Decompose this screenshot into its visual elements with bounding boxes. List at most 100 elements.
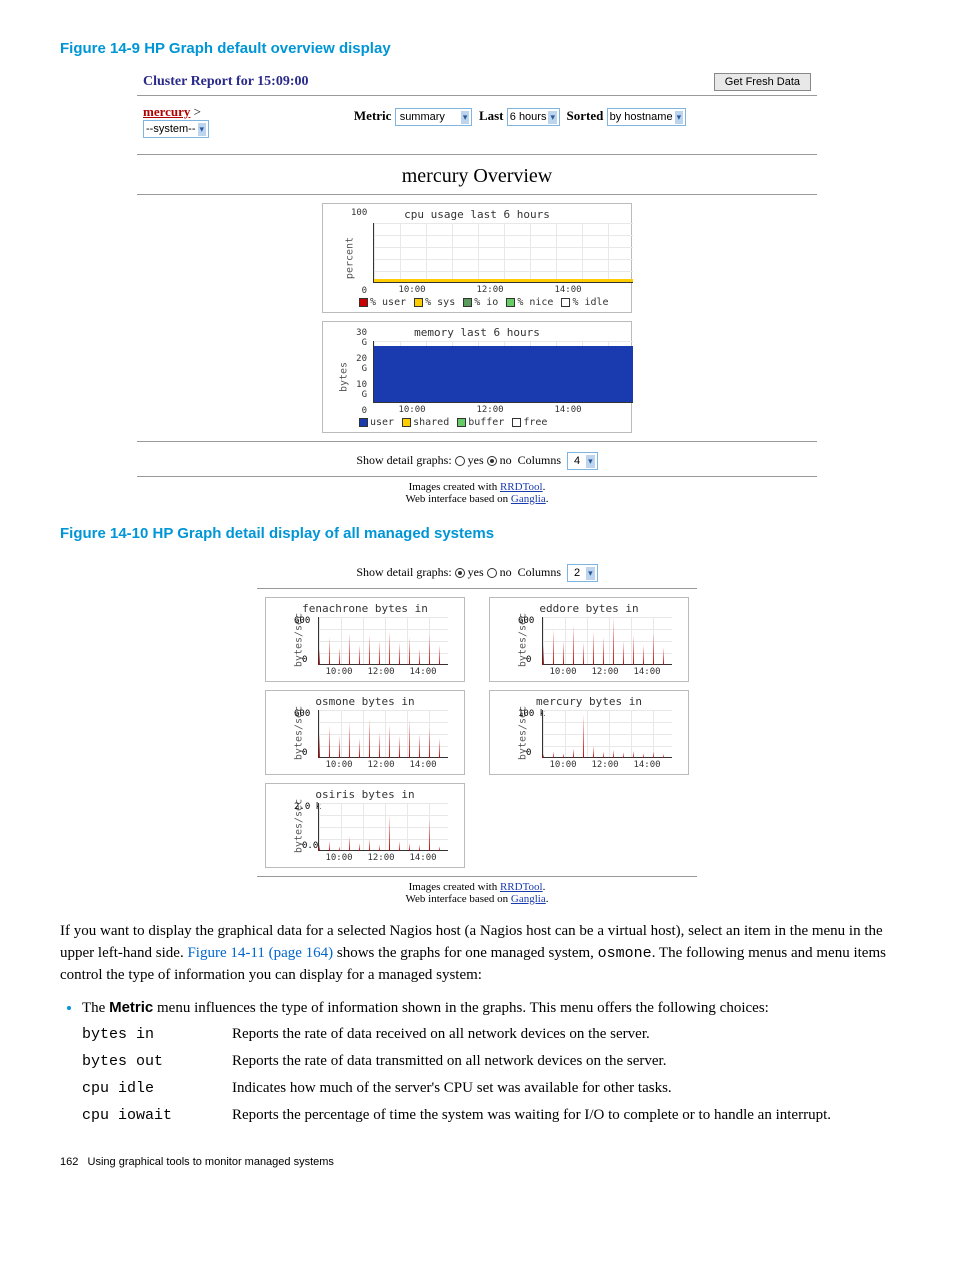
metric-bold: Metric (109, 999, 153, 1016)
page-footer: 162 Using graphical tools to monitor man… (60, 1156, 894, 1168)
def-term: bytes in (82, 1024, 212, 1045)
definition-row: bytes out Reports the rate of data transm… (82, 1051, 894, 1072)
legend-item: buffer (457, 417, 504, 428)
detail-graph: osiris bytes in bytes/sec 2.0 k 0.0 10:0… (265, 783, 465, 868)
memory-plot-area (373, 341, 633, 403)
xtick: 14:00 (409, 760, 436, 770)
legend-item: free (512, 417, 547, 428)
rrdtool-link[interactable]: RRDTool (500, 481, 543, 493)
def-term: bytes out (82, 1051, 212, 1072)
radio-yes-2[interactable] (455, 568, 465, 578)
chevron-down-icon: ▾ (548, 111, 557, 124)
ytick: 30 G (351, 328, 367, 348)
columns-select-2[interactable]: 2▾ (567, 564, 598, 582)
xtick: 14:00 (409, 667, 436, 677)
metric-select[interactable]: summary▾ (395, 108, 473, 126)
def-desc: Reports the rate of data received on all… (232, 1024, 894, 1045)
definition-row: bytes in Reports the rate of data receive… (82, 1024, 894, 1045)
legend-item: user (359, 417, 394, 428)
mem-ylabel: bytes (339, 362, 350, 392)
columns-select[interactable]: 4▾ (567, 452, 598, 470)
detail-graph: eddore bytes in bytes/sec 600 0 10:0012:… (489, 597, 689, 682)
legend-item: shared (402, 417, 449, 428)
cpu-chart: cpu usage last 6 hours percent 100 0 10:… (322, 203, 632, 313)
xtick: 12:00 (591, 760, 618, 770)
screenshot-2: Show detail graphs: yes no Columns 2▾ fe… (257, 554, 697, 905)
xtick: 10:00 (325, 760, 352, 770)
ytick: 20 G (351, 354, 367, 374)
def-desc: Reports the rate of data transmitted on … (232, 1051, 894, 1072)
ytick: 10 G (351, 380, 367, 400)
sorted-label: Sorted (567, 108, 604, 123)
xtick: 14:00 (409, 853, 436, 863)
chevron-down-icon: ▾ (586, 455, 595, 468)
figure-title-1: Figure 14-9 HP Graph default overview di… (60, 40, 894, 57)
chevron-down-icon: ▾ (198, 123, 207, 136)
ytick: 0 (351, 286, 367, 296)
cpu-chart-title: cpu usage last 6 hours (327, 208, 627, 221)
chevron-down-icon: ▾ (675, 111, 684, 124)
xtick: 10:00 (398, 285, 425, 295)
sorted-select[interactable]: by hostname▾ (607, 108, 687, 126)
legend-item: % io (463, 297, 498, 308)
radio-no-2[interactable] (487, 568, 497, 578)
definition-row: cpu iowait Reports the percentage of time… (82, 1105, 894, 1126)
xtick: 12:00 (476, 405, 503, 415)
ytick: 100 (351, 208, 367, 218)
xtick: 12:00 (591, 667, 618, 677)
xtick: 14:00 (633, 760, 660, 770)
xtick: 14:00 (554, 405, 581, 415)
xtick: 10:00 (398, 405, 425, 415)
mercury-link[interactable]: mercury (143, 104, 190, 119)
last-select[interactable]: 6 hours▾ (507, 108, 560, 126)
legend-item: % user (359, 297, 406, 308)
detail-graph: fenachrone bytes in bytes/sec 600 0 10:0… (265, 597, 465, 682)
xtick: 14:00 (633, 667, 660, 677)
chevron-down-icon: ▾ (461, 111, 470, 124)
memory-chart-title: memory last 6 hours (327, 326, 627, 339)
xtick: 12:00 (367, 667, 394, 677)
figure-14-11-link[interactable]: Figure 14-11 (page 164) (187, 945, 333, 961)
ganglia-link-2[interactable]: Ganglia (511, 893, 546, 905)
metric-label: Metric (354, 108, 392, 123)
credits-1: Images created with RRDTool. Web interfa… (137, 477, 817, 505)
chevron-down-icon: ▾ (586, 567, 595, 580)
cluster-report-title: Cluster Report for 15:09:00 (143, 74, 309, 90)
detail-controls-1: Show detail graphs: yes no Columns 4▾ (137, 441, 817, 477)
last-label: Last (479, 108, 504, 123)
ganglia-link[interactable]: Ganglia (511, 493, 546, 505)
definition-row: cpu idle Indicates how much of the server… (82, 1078, 894, 1099)
radio-yes[interactable] (455, 456, 465, 466)
detail-graph: mercury bytes in bytes/sec 100 k 0 10:00… (489, 690, 689, 775)
breadcrumb-sep: > (190, 104, 201, 119)
radio-no[interactable] (487, 456, 497, 466)
ytick: 0 (351, 406, 367, 416)
overview-title: mercury Overview (137, 155, 817, 195)
system-select[interactable]: --system--▾ (143, 120, 209, 138)
legend-item: % nice (506, 297, 553, 308)
cpu-plot-area (373, 223, 633, 283)
legend-item: % idle (561, 297, 608, 308)
body-paragraph: If you want to display the graphical dat… (60, 921, 894, 986)
get-fresh-data-button[interactable]: Get Fresh Data (714, 73, 811, 91)
def-desc: Reports the percentage of time the syste… (232, 1105, 894, 1126)
xtick: 14:00 (554, 285, 581, 295)
rrdtool-link-2[interactable]: RRDTool (500, 881, 543, 893)
xtick: 10:00 (549, 667, 576, 677)
xtick: 12:00 (476, 285, 503, 295)
def-desc: Indicates how much of the server's CPU s… (232, 1078, 894, 1099)
figure-title-2: Figure 14-10 HP Graph detail display of … (60, 525, 894, 542)
def-term: cpu iowait (82, 1105, 212, 1126)
legend-item: % sys (414, 297, 455, 308)
osmone-code: osmone (598, 945, 652, 962)
screenshot-1: Cluster Report for 15:09:00 Get Fresh Da… (137, 69, 817, 505)
detail-controls-2: Show detail graphs: yes no Columns 2▾ (257, 554, 697, 589)
def-term: cpu idle (82, 1078, 212, 1099)
bullet-metric: The Metric menu influences the type of i… (82, 996, 894, 1020)
xtick: 12:00 (367, 760, 394, 770)
credits-2: Images created with RRDTool. Web interfa… (257, 876, 697, 905)
xtick: 10:00 (325, 853, 352, 863)
xtick: 10:00 (549, 760, 576, 770)
detail-graph: osmone bytes in bytes/sec 600 0 10:0012:… (265, 690, 465, 775)
xtick: 12:00 (367, 853, 394, 863)
